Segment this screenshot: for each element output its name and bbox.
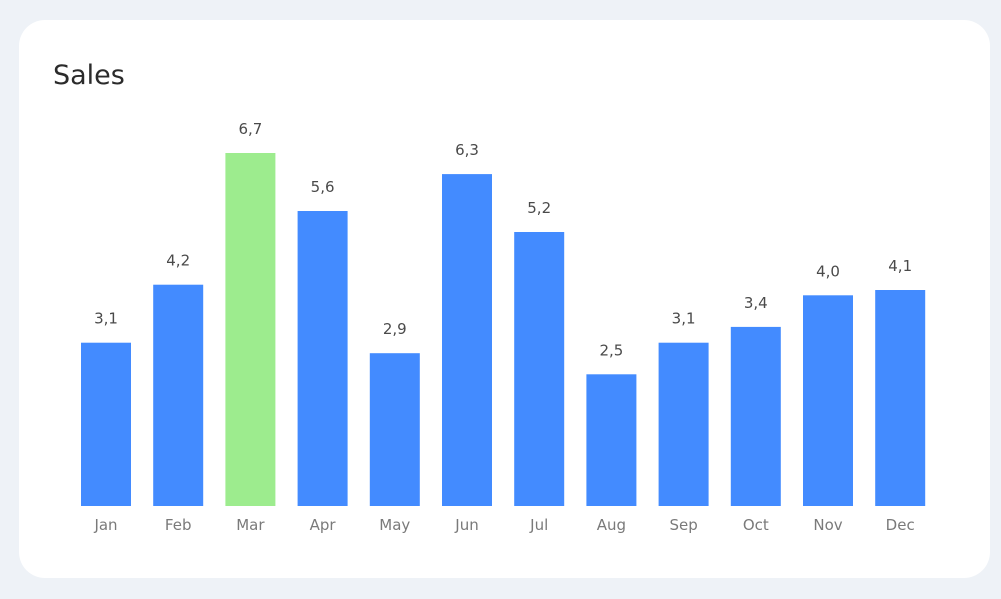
bar-mar[interactable]: [225, 153, 276, 506]
bar-dec[interactable]: [875, 290, 926, 506]
category-label-may: May: [379, 516, 410, 534]
value-label-sep: 3,1: [672, 310, 696, 328]
bar-may[interactable]: [369, 353, 420, 506]
category-label-jul: Jul: [529, 516, 548, 534]
bar-oct[interactable]: [730, 326, 781, 506]
category-label-jan: Jan: [93, 516, 117, 534]
category-label-sep: Sep: [669, 516, 697, 534]
value-label-jan: 3,1: [94, 310, 118, 328]
value-label-dec: 4,1: [888, 257, 912, 275]
value-label-apr: 5,6: [311, 178, 335, 196]
chart-card: Sales 3,1 4,2 6,7 5,6 2,9 6,3 5,2 2,5 3,1 3,4 4,0 4…: [19, 20, 990, 578]
bar-feb[interactable]: [153, 284, 204, 506]
category-label-apr: Apr: [310, 516, 337, 534]
value-label-jul: 5,2: [527, 199, 551, 217]
category-label-dec: Dec: [886, 516, 915, 534]
value-label-jun: 6,3: [455, 141, 479, 159]
bar-nov[interactable]: [803, 295, 853, 506]
value-label-mar: 6,7: [238, 120, 262, 138]
category-label-jun: Jun: [454, 516, 478, 534]
bar-jun[interactable]: [442, 174, 492, 506]
value-label-oct: 3,4: [744, 294, 768, 312]
bar-jan[interactable]: [81, 342, 131, 506]
bar-jul[interactable]: [514, 232, 565, 506]
category-label-nov: Nov: [813, 516, 842, 534]
bar-apr[interactable]: [297, 211, 348, 506]
category-label-aug: Aug: [597, 516, 626, 534]
bar-chart: 3,1 4,2 6,7 5,6 2,9 6,3 5,2 2,5 3,1 3,4 4,0 4,1 Jan…: [81, 120, 926, 534]
chart-title: Sales: [53, 60, 125, 91]
value-label-may: 2,9: [383, 320, 407, 338]
bar-aug[interactable]: [586, 374, 637, 506]
category-label-mar: Mar: [236, 516, 265, 534]
bar-sep[interactable]: [658, 342, 709, 506]
category-label-oct: Oct: [743, 516, 769, 534]
value-label-nov: 4,0: [816, 262, 840, 280]
value-label-aug: 2,5: [599, 341, 623, 359]
value-label-feb: 4,2: [166, 252, 190, 270]
category-label-feb: Feb: [165, 516, 192, 534]
